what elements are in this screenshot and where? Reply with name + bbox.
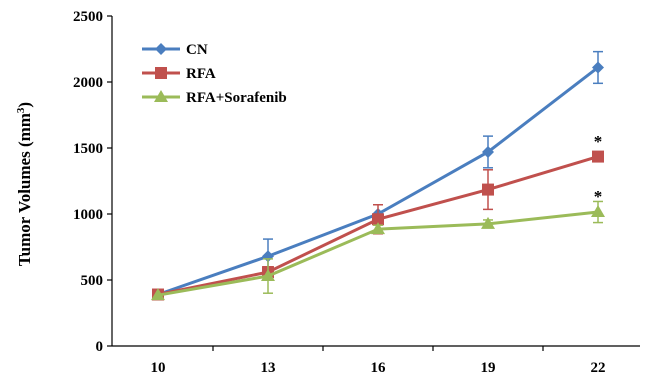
legend: CN RFA RFA+Sorafenib (142, 42, 287, 106)
legend-label: RFA (186, 66, 216, 82)
data-point (151, 288, 165, 301)
data-point (591, 205, 605, 218)
x-tick-label: 16 (371, 360, 387, 376)
legend-item: RFA (142, 66, 216, 82)
x-tick-label: 19 (481, 360, 496, 376)
legend-label: RFA+Sorafenib (186, 90, 287, 106)
y-tick-label: 500 (81, 273, 104, 289)
x-tick-label: 10 (151, 360, 166, 376)
series-rfa-sorafenib (151, 200, 605, 301)
legend-swatch-marker (155, 67, 167, 79)
y-tick-label: 1500 (73, 141, 103, 157)
annotations: ** (594, 132, 603, 206)
significance-asterisk: * (594, 187, 603, 206)
legend-swatch-marker (154, 90, 168, 102)
y-axis-label: Tumor Volumes (mm3) (15, 102, 34, 266)
axes: 0 500 1000 1500 2000 2500 10 13 16 19 22 (73, 9, 640, 376)
x-tick-label: 22 (591, 360, 606, 376)
data-point (592, 150, 604, 163)
data-point (482, 183, 494, 196)
data-point (481, 216, 495, 229)
y-tick-label: 2000 (73, 75, 103, 91)
data-point (261, 269, 275, 282)
y-tick-label: 2500 (73, 9, 103, 25)
legend-item: RFA+Sorafenib (142, 90, 287, 106)
y-tick-label: 0 (96, 339, 104, 355)
significance-asterisk: * (594, 132, 603, 151)
data-point (372, 213, 384, 226)
data-point (482, 145, 494, 158)
data-point (371, 222, 385, 235)
y-tick-label: 1000 (73, 207, 103, 223)
legend-item: CN (142, 42, 208, 58)
legend-label: CN (186, 42, 208, 58)
legend-swatch-marker (155, 43, 167, 55)
x-tick-label: 13 (261, 360, 276, 376)
data-point (592, 61, 604, 74)
series-rfa (152, 150, 604, 301)
series-layer (151, 50, 605, 301)
